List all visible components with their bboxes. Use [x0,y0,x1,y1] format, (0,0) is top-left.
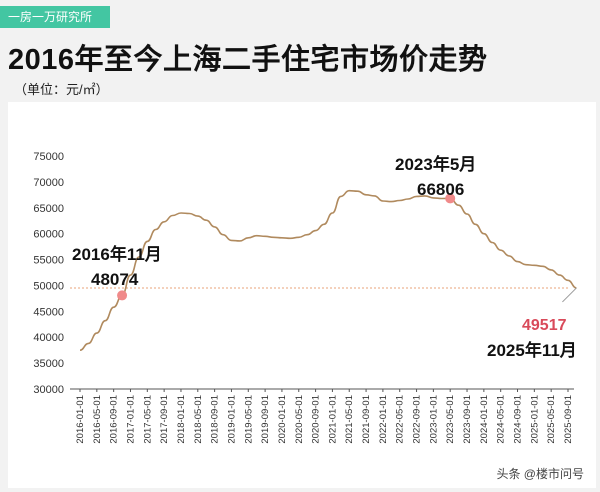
y-tick-label: 75000 [33,151,64,163]
x-tick-label: 2023-05-01 [445,395,456,444]
x-tick-label: 2024-01-01 [479,395,490,444]
x-tick-label: 2016-01-01 [75,395,86,444]
annotation-marker-2023-05 [445,193,456,204]
y-tick-label: 35000 [33,358,64,370]
annotation-value-2016-11: 48074 [91,270,139,289]
x-tick-label: 2022-01-01 [378,395,389,444]
y-tick-label: 55000 [33,255,64,267]
x-tick-label: 2022-05-01 [395,395,406,444]
x-tick-label: 2017-01-01 [125,395,136,444]
x-tick-label: 2020-01-01 [277,395,288,444]
y-tick-label: 40000 [33,332,64,344]
x-tick-label: 2021-09-01 [361,395,372,444]
x-tick-label: 2023-09-01 [462,395,473,444]
brand-tag: 一房一万研究所 [0,6,110,28]
x-tick-label: 2025-05-01 [546,395,557,444]
y-tick-label: 30000 [33,384,64,396]
y-tick-label: 70000 [33,177,64,189]
chart-title: 2016年至今上海二手住宅市场价走势 [8,44,488,76]
x-tick-label: 2017-05-01 [142,395,153,444]
chart-card: 30000 35000 40000 45000 50000 55000 60000 65000… [8,102,596,488]
x-tick-label: 2019-09-01 [260,395,271,444]
annotation-marker-2016-11 [117,290,128,301]
watermark-text: 头条 @楼市问号 [496,467,584,481]
annotation-value-2025-11: 49517 [522,317,567,334]
annotation-date-2016-11: 2016年11月 [72,244,162,264]
x-tick-label: 2024-09-01 [513,395,524,444]
x-tick-label: 2022-09-01 [412,395,423,444]
annotation-value-2023-05: 66806 [417,180,464,199]
annotation-date-2025-11: 2025年11月 [487,340,577,360]
x-tick-label: 2019-01-01 [226,395,237,444]
x-tick-label: 2020-09-01 [311,395,322,444]
x-tick-label: 2021-01-01 [327,395,338,444]
x-tick-label: 2018-09-01 [210,395,221,444]
x-tick-label: 2019-05-01 [243,395,254,444]
y-tick-label: 45000 [33,306,64,318]
x-tick-label: 2021-05-01 [344,395,355,444]
y-tick-label: 65000 [33,203,64,215]
x-tick-label: 2023-01-01 [428,395,439,444]
unit-label: （单位：元/㎡） [14,82,109,97]
y-tick-label: 60000 [33,229,64,241]
x-tick-label: 2025-01-01 [529,395,540,444]
line-chart: 30000 35000 40000 45000 50000 55000 60000 65000… [33,151,577,444]
annotation-date-2023-05: 2023年5月 [395,154,476,174]
x-tick-label: 2025-09-01 [563,395,574,444]
x-tick-label: 2018-01-01 [176,395,187,444]
price-line [79,189,577,351]
y-tick-label: 50000 [33,280,64,292]
x-tick-label: 2020-05-01 [294,395,305,444]
annotation-pointer-2025-11 [562,287,577,303]
x-tick-label: 2018-05-01 [193,395,204,444]
x-tick-label: 2016-09-01 [109,395,120,444]
x-tick-label: 2024-05-01 [496,395,507,444]
x-tick-label: 2016-05-01 [92,395,103,444]
x-tick-label: 2017-09-01 [159,395,170,444]
